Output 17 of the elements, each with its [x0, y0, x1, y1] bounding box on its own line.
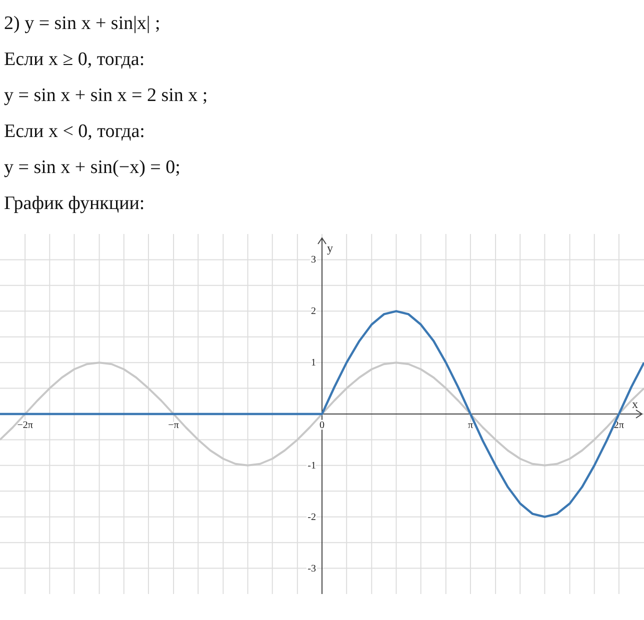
text: Если x < 0, тогда:: [4, 120, 146, 144]
y-tick-label: 3: [311, 254, 316, 266]
text: y = sin x + sin(−x) = 0;: [4, 156, 182, 180]
y-tick-label: 1: [311, 358, 316, 369]
x-tick-label: −2π: [17, 420, 33, 431]
y-tick-label: -3: [308, 563, 316, 574]
x-tick-label: −π: [168, 420, 179, 431]
x-tick-label: π: [468, 420, 473, 431]
y-tick-label: -2: [308, 512, 316, 523]
text: y = sin x + sin x = 2 sin x ;: [4, 84, 209, 108]
x-axis-title: x: [632, 397, 638, 411]
chart-title: График функции:: [4, 192, 146, 216]
y-tick-label: -1: [308, 460, 316, 472]
y-axis-title: y: [327, 241, 333, 255]
y-tick-label: 2: [311, 306, 316, 318]
text: Если x ≥ 0, тогда:: [4, 48, 146, 72]
text: 2) y = sin x + sin|x| ;: [4, 12, 162, 36]
